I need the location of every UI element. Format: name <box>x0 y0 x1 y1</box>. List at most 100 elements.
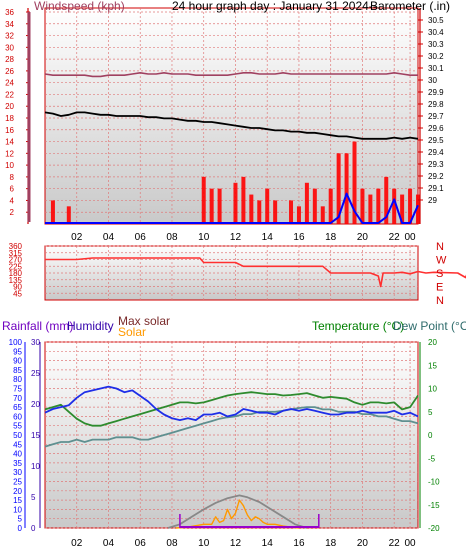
wind-gust-bar <box>304 182 309 224</box>
direction-y-tick-label: 270 <box>9 256 23 265</box>
temp-x-tick-label: 04 <box>103 538 115 549</box>
temp-x-tick-label: 12 <box>230 538 242 549</box>
wind-x-tick-label: 22 <box>389 232 401 243</box>
wind-gust-bar <box>376 188 381 224</box>
wind-gust-bar <box>312 188 317 224</box>
humidity-y-tick-label: 0 <box>31 524 36 533</box>
chart-marks <box>44 72 466 529</box>
wind-gust-bar <box>336 153 341 224</box>
solar-legend: Solar <box>118 325 146 339</box>
humidity-y-tick-label: 15 <box>31 431 40 440</box>
wind-gust-bar <box>408 188 413 224</box>
wind-gust-bar <box>392 188 397 224</box>
rainfall-y-tick-label: 25 <box>13 478 22 487</box>
direction-y-tick-label: 45 <box>13 289 22 298</box>
wind-y-tick-label: 22 <box>5 90 14 99</box>
temperature-y-tick-label: -5 <box>428 454 436 463</box>
wind-gust-bar <box>296 206 301 224</box>
wind-y-tick-label: 36 <box>5 8 14 17</box>
wind-average-line <box>45 192 419 224</box>
wind-x-tick-label: 02 <box>71 232 83 243</box>
wind-x-tick-label: 04 <box>103 232 115 243</box>
barometer-line <box>44 72 418 78</box>
trend-line <box>44 111 419 140</box>
baro-y-tick-label: 29.9 <box>428 88 444 97</box>
temp-x-tick-label: 14 <box>262 538 274 549</box>
temperature-y-tick-label: 10 <box>428 385 437 394</box>
wind-y-tick-label: 6 <box>10 185 15 194</box>
wind-gust-bar <box>233 182 238 224</box>
wind-gust-bar <box>416 194 420 224</box>
rainfall-y-tick-label: 0 <box>18 524 23 533</box>
wind-y-tick-label: 14 <box>5 138 14 147</box>
wind-x-tick-label: 20 <box>357 232 369 243</box>
temp-x-tick-label: 06 <box>135 538 147 549</box>
baro-y-tick-label: 30.2 <box>428 52 444 61</box>
wind-gust-bar <box>66 206 71 224</box>
wind-y-tick-label: 30 <box>5 43 14 52</box>
wind-gust-bar <box>344 153 349 224</box>
wind-y-tick-label: 24 <box>5 79 14 88</box>
humidity-y-tick-label: 20 <box>31 400 40 409</box>
rainfall-y-tick-label: 40 <box>13 450 22 459</box>
temp-x-tick-label: 08 <box>166 538 178 549</box>
wind-gust-bar <box>201 176 206 224</box>
temp-x-tick-label: 20 <box>357 538 369 549</box>
humidity-y-tick-label: 25 <box>31 369 40 378</box>
rainfall-y-tick-label: 100 <box>9 338 23 347</box>
wind-x-tick-label: 12 <box>230 232 242 243</box>
wind-y-tick-label: 20 <box>5 102 14 111</box>
direction-compass-label: N <box>436 295 444 307</box>
wind-y-tick-label: 32 <box>5 32 14 41</box>
humidity-axis-title: Humidity <box>67 319 114 333</box>
baro-y-tick-label: 29.1 <box>428 184 444 193</box>
temp-x-tick-label: 18 <box>325 538 337 549</box>
baro-y-tick-label: 30.4 <box>428 28 444 37</box>
rainfall-y-tick-label: 35 <box>13 459 22 468</box>
rainfall-y-tick-label: 90 <box>13 357 22 366</box>
temperature-line <box>44 391 419 427</box>
wind-gust-bar <box>384 176 389 224</box>
direction-y-tick-label: 180 <box>9 269 23 278</box>
tick-labels: 36 34 32 30 28 26 24 22 20 18 16 14 12 10 8 6 4 2 30.5 30.4… <box>5 8 447 549</box>
direction-y-tick-label: 360 <box>9 242 23 251</box>
windspeed-axis-title: Windspeed (kph) <box>34 0 125 13</box>
wind-gust-bar <box>320 206 325 224</box>
grid-lines <box>45 8 418 529</box>
baro-y-tick-label: 29.7 <box>428 112 444 121</box>
wind-y-tick-label: 4 <box>10 196 15 205</box>
direction-compass-label: S <box>436 268 443 280</box>
humidity-y-tick-label: 30 <box>31 338 40 347</box>
wind-gust-bar <box>328 188 333 224</box>
wind-y-tick-label: 10 <box>5 161 14 170</box>
rainfall-axis-title: Rainfall (mm) <box>2 319 73 333</box>
baro-y-tick-label: 29.4 <box>428 148 444 157</box>
temperature-y-tick-label: 0 <box>428 431 433 440</box>
temp-x-tick-label: 16 <box>293 538 305 549</box>
dew-point-axis-title: Dew Point (°C) <box>393 319 466 333</box>
wind-y-tick-label: 18 <box>5 114 14 123</box>
wind-x-tick-label: 06 <box>135 232 147 243</box>
baro-y-tick-label: 29.2 <box>428 172 444 181</box>
temp-x-tick-label: 00 <box>405 538 417 549</box>
rainfall-y-tick-label: 85 <box>13 366 22 375</box>
humidity-line <box>44 385 419 422</box>
temp-x-tick-label: 02 <box>71 538 83 549</box>
wind-gust-bar <box>249 194 254 224</box>
max-solar-line <box>167 494 308 529</box>
rainfall-y-tick-label: 80 <box>13 375 22 384</box>
rainfall-y-tick-label: 60 <box>13 412 22 421</box>
wind-gust-bar <box>257 200 262 224</box>
wind-y-tick-label: 26 <box>5 67 14 76</box>
wind-y-tick-label: 8 <box>10 173 15 182</box>
wind-y-tick-label: 16 <box>5 126 14 135</box>
wind-y-tick-label: 2 <box>10 208 15 217</box>
wind-y-tick-label: 12 <box>5 149 14 158</box>
rainfall-y-tick-label: 95 <box>13 347 22 356</box>
wind-gust-bar <box>352 141 357 224</box>
baro-y-tick-label: 29.6 <box>428 124 444 133</box>
temperature-y-tick-label: 5 <box>428 408 433 417</box>
wind-x-tick-label: 10 <box>198 232 210 243</box>
wind-x-tick-label: 14 <box>262 232 274 243</box>
